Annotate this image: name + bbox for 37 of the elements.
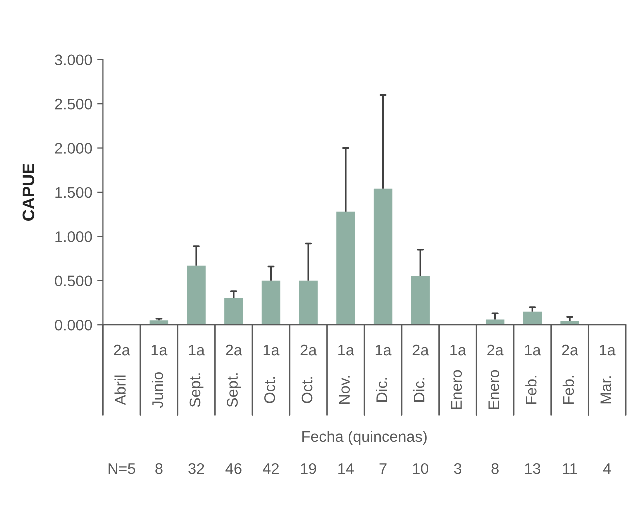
y-tick-label: 1.000 <box>56 232 92 242</box>
y-tick-label: 2.000 <box>55 143 92 154</box>
text: N=5 <box>108 464 136 474</box>
category-label: 2a Abril <box>114 344 130 406</box>
text: 4 <box>603 464 612 474</box>
text: 7 <box>380 464 387 474</box>
category-label: 1a Nov. <box>338 345 354 404</box>
text: 8 <box>156 463 163 474</box>
y-tick-label: 0.500 <box>55 276 92 287</box>
category-label: 2a Oct. <box>300 344 318 404</box>
x-tick-label: 1a Junio <box>152 345 168 408</box>
category-label: 2a Dic. <box>412 344 430 402</box>
category-label: 1a Dic. <box>376 345 392 402</box>
text: 8 <box>492 463 499 474</box>
text: 13 <box>525 463 540 474</box>
text: 10 <box>413 463 429 474</box>
y-axis-title: CAPUE <box>22 164 35 221</box>
x-tick-label: 2a Sept. <box>226 344 242 408</box>
y-tick-label: 3.000 <box>55 54 92 66</box>
text: 11 <box>563 464 578 474</box>
y-tick-label: 2.500 <box>55 98 92 110</box>
y-tick-label: 0.000 <box>55 320 92 331</box>
text: 19 <box>301 463 316 474</box>
text: 14 <box>338 464 354 474</box>
text: 3 <box>454 463 462 474</box>
x-axis-title: Fecha (quincenas) <box>302 430 427 446</box>
text: 32 <box>188 463 204 474</box>
category-label: 1a Feb. <box>525 345 542 404</box>
x-tick-label: 1a Enero <box>450 345 466 410</box>
text: 46 <box>226 463 242 474</box>
x-tick-label: 2a Enero <box>488 344 504 410</box>
x-tick-label: 1a Sept. <box>189 345 206 408</box>
text: 42 <box>263 463 279 474</box>
category-label: 1a Oct. <box>264 345 280 404</box>
category-label: 1a Mar. <box>600 345 616 404</box>
category-label: 2a Feb. <box>562 344 579 404</box>
y-tick-label: 1.500 <box>56 187 92 198</box>
